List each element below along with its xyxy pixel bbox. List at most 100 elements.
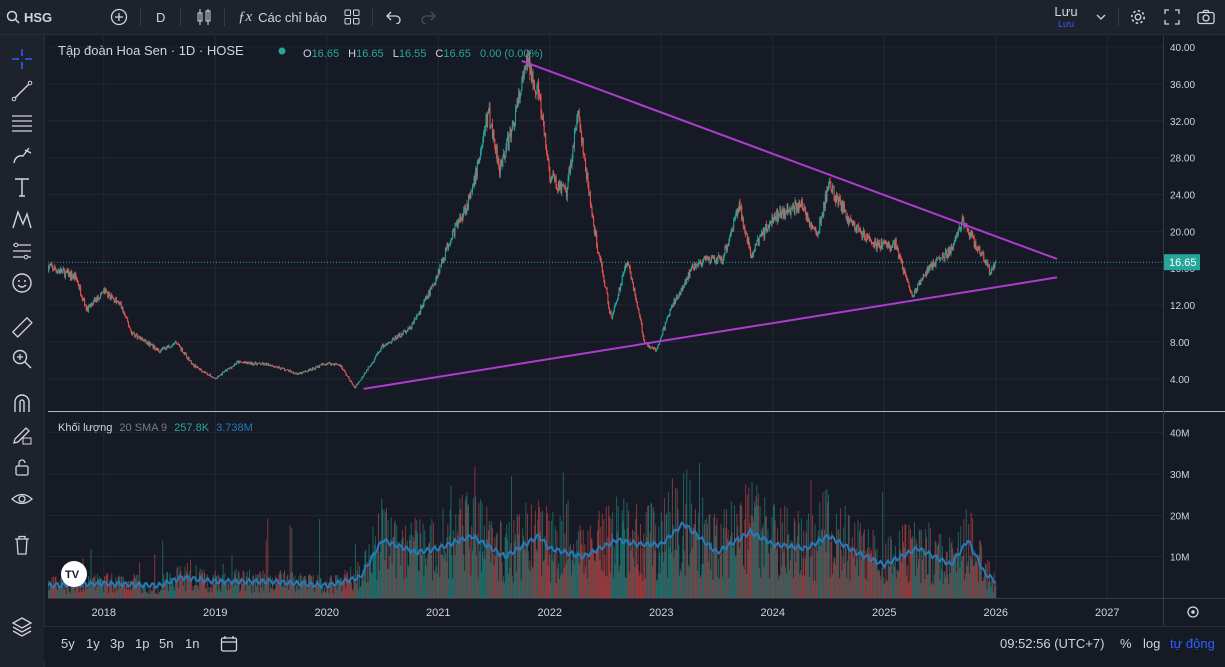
percent-toggle[interactable]: %	[1120, 627, 1132, 660]
measure-range-tool[interactable]	[10, 239, 34, 263]
volume-bar	[401, 529, 403, 598]
range-1p[interactable]: 1p	[135, 627, 149, 660]
fib-tool[interactable]	[10, 111, 34, 135]
candle-body	[57, 270, 59, 272]
grid-lines	[48, 36, 1163, 598]
volume-bar	[365, 549, 367, 598]
chart-type-button[interactable]	[196, 0, 212, 34]
candle-body	[276, 367, 278, 369]
redo-button[interactable]	[420, 0, 436, 34]
volume-bar	[734, 556, 736, 598]
volume-bar	[988, 561, 990, 598]
candle-body	[417, 313, 419, 315]
candle-body	[298, 372, 300, 375]
candle-body	[946, 256, 948, 258]
lock-tool[interactable]	[10, 455, 34, 479]
volume-bar	[765, 516, 767, 598]
volume-bar	[455, 514, 457, 598]
auto-scale-toggle[interactable]: tự động	[1170, 627, 1215, 660]
candle-body	[722, 256, 724, 262]
hide-tool[interactable]	[10, 487, 34, 511]
market-status-dot	[278, 47, 286, 55]
ruler-tool[interactable]	[10, 315, 34, 339]
volume-bar	[927, 574, 929, 598]
volume-bar	[369, 564, 371, 598]
candle-body	[184, 352, 186, 355]
emoji-tool[interactable]	[10, 271, 34, 295]
remove-drawings-tool[interactable]	[10, 533, 34, 557]
volume-bar	[957, 532, 959, 598]
text-tool[interactable]	[10, 175, 34, 199]
volume-bar	[902, 525, 904, 598]
trendline-tool[interactable]	[10, 79, 34, 103]
save-menu-button[interactable]	[1096, 0, 1106, 34]
candle-body	[67, 270, 69, 273]
symbol-search[interactable]: HSG	[6, 0, 52, 34]
templates-button[interactable]	[344, 0, 360, 34]
volume-bar	[448, 578, 450, 598]
fullscreen-button[interactable]	[1164, 0, 1180, 34]
redo-icon	[421, 11, 436, 24]
volume-bar	[496, 532, 498, 598]
range-1y[interactable]: 1y	[86, 627, 100, 660]
volume-bar	[292, 577, 294, 598]
candle-body	[376, 354, 378, 356]
undo-icon	[386, 11, 401, 24]
volume-bar	[606, 576, 608, 598]
volume-bar	[272, 577, 274, 598]
volume-bar	[461, 494, 463, 598]
volume-bar	[657, 573, 659, 598]
volume-bar	[743, 569, 745, 598]
undo-button[interactable]	[386, 0, 402, 34]
candle-body	[318, 366, 320, 368]
goto-date-button[interactable]	[220, 627, 238, 660]
volume-bar	[276, 583, 278, 598]
brush-tool[interactable]	[10, 143, 34, 167]
candle-body	[396, 338, 398, 340]
save-button[interactable]: Lưu Lưu	[1052, 0, 1080, 34]
volume-bar	[592, 549, 594, 598]
crosshair-tool[interactable]	[10, 47, 34, 71]
screenshot-button[interactable]	[1197, 0, 1215, 34]
tradingview-logo[interactable]: TV	[61, 561, 87, 587]
volume-bar	[61, 582, 63, 598]
zoom-tool[interactable]	[10, 347, 34, 371]
log-toggle[interactable]: log	[1143, 627, 1160, 660]
interval-button[interactable]: D	[156, 0, 165, 34]
chevron-down-icon	[1096, 14, 1106, 20]
settings-button[interactable]	[1129, 0, 1147, 34]
symbol-legend[interactable]: Tập đoàn Hoa Sen · 1D · HOSE	[58, 43, 244, 58]
volume-bar	[955, 560, 957, 598]
volume-bar	[202, 572, 204, 598]
volume-bar	[650, 502, 652, 598]
range-5n[interactable]: 5n	[159, 627, 173, 660]
trendlines[interactable]	[363, 59, 1058, 390]
scale-settings-button[interactable]	[1187, 606, 1199, 618]
magnet-tool[interactable]	[10, 391, 34, 415]
object-tree-tool[interactable]	[10, 615, 34, 639]
candle-body	[542, 115, 544, 122]
timezone-display[interactable]: 09:52:56 (UTC+7)	[1000, 627, 1104, 660]
volume-bar	[539, 531, 541, 598]
pattern-tool[interactable]	[10, 207, 34, 231]
chart-area[interactable]: 4.008.0012.0016.0020.0024.0028.0032.0036…	[42, 36, 1225, 626]
range-3p[interactable]: 3p	[110, 627, 124, 660]
indicators-button[interactable]: ƒx Các chỉ báo	[238, 0, 327, 34]
candle-body	[926, 267, 928, 276]
lock-drawings-tool[interactable]	[10, 423, 34, 447]
chart-canvas[interactable]: 4.008.0012.0016.0020.0024.0028.0032.0036…	[42, 36, 1225, 626]
volume-legend[interactable]: Khối lượng 20 SMA 9 257.8K 3.738M	[58, 422, 253, 434]
candle-body	[953, 240, 955, 244]
volume-bar	[383, 509, 385, 598]
candle-body	[704, 257, 706, 260]
candle-body	[589, 192, 591, 204]
candle-body	[281, 367, 283, 369]
volume-bar	[433, 570, 435, 598]
volume-bar	[851, 537, 853, 598]
range-1n[interactable]: 1n	[185, 627, 199, 660]
volume-bar	[221, 579, 223, 598]
candle-body	[149, 343, 151, 347]
compare-button[interactable]	[110, 0, 128, 34]
range-5y[interactable]: 5y	[61, 627, 75, 660]
volume-bar	[599, 559, 601, 598]
